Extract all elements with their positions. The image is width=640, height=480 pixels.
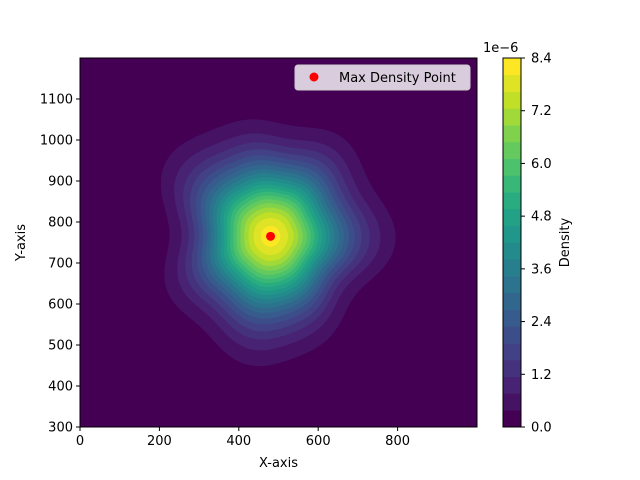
legend-box xyxy=(294,64,471,91)
colorbar-tick-label: 0.0 xyxy=(531,421,552,436)
y-axis-label: Y-axis xyxy=(14,224,29,262)
y-tick-label: 600 xyxy=(48,298,73,313)
y-tick-label: 300 xyxy=(48,421,73,436)
plot-frame xyxy=(79,57,478,428)
x-tick-label: 0 xyxy=(76,434,84,449)
colorbar-band-3 xyxy=(503,359,521,377)
colorbar-band-1 xyxy=(503,393,521,411)
y-tick-label: 500 xyxy=(48,339,73,354)
colorbar-band-7 xyxy=(503,292,521,310)
y-tick-label: 1000 xyxy=(40,134,73,149)
y-tick-label: 700 xyxy=(48,257,73,272)
colorbar-band-18 xyxy=(503,108,521,126)
colorbar-band-9 xyxy=(503,259,521,277)
colorbar-frame xyxy=(502,57,522,428)
colorbar-band-5 xyxy=(503,326,521,344)
colorbar-band-14 xyxy=(503,175,521,193)
colorbar-ticks: 0.0 1.2 2.4 3.6 4.8 6.0 7.2 8.4 xyxy=(521,52,552,436)
legend: Max Density Point xyxy=(294,64,471,91)
colorbar-band-21 xyxy=(503,58,521,76)
colorbar-band-10 xyxy=(503,242,521,260)
colorbar-band-20 xyxy=(503,74,521,92)
colorbar-band-13 xyxy=(503,192,521,210)
colorbar-band-11 xyxy=(503,225,521,243)
x-tick-label: 800 xyxy=(385,434,410,449)
y-axis-ticks: 300 400 500 600 700 800 900 1000 1100 xyxy=(40,93,80,436)
colorbar-tick-label: 6.0 xyxy=(531,157,552,172)
density-contours xyxy=(80,58,477,427)
colorbar-band-2 xyxy=(503,376,521,394)
y-tick-label: 900 xyxy=(48,175,73,190)
y-tick-label: 1100 xyxy=(40,93,73,108)
x-tick-label: 200 xyxy=(147,434,172,449)
colorbar-band-4 xyxy=(503,343,521,361)
colorbar-tick-label: 7.2 xyxy=(531,104,552,119)
colorbar-tick-label: 3.6 xyxy=(531,262,552,277)
colorbar-band-16 xyxy=(503,141,521,159)
y-tick-label: 400 xyxy=(48,380,73,395)
colorbar-band-19 xyxy=(503,91,521,109)
legend-entry-max-density: Max Density Point xyxy=(339,71,456,86)
x-axis-label: X-axis xyxy=(259,456,298,471)
colorbar-tick-label: 2.4 xyxy=(531,315,552,330)
colorbar-band-8 xyxy=(503,276,521,294)
colorbar-label: Density xyxy=(558,217,573,267)
y-tick-label: 800 xyxy=(48,216,73,231)
colorbar-band-15 xyxy=(503,158,521,176)
x-axis-ticks: 0 200 400 600 800 xyxy=(76,427,410,449)
colorbar-band-12 xyxy=(503,208,521,227)
x-tick-label: 400 xyxy=(226,434,251,449)
colorbar-band-6 xyxy=(503,309,521,327)
max-density-marker xyxy=(266,231,276,241)
colorbar-tick-label: 8.4 xyxy=(531,52,552,67)
legend-marker xyxy=(309,72,319,82)
colorbar-levels xyxy=(503,58,521,428)
colorbar-band-0 xyxy=(503,410,521,428)
colorbar-tick-label: 4.8 xyxy=(531,210,552,225)
x-tick-label: 600 xyxy=(306,434,331,449)
colorbar: 0.0 1.2 2.4 3.6 4.8 6.0 7.2 8.4 1e−6 Density xyxy=(483,41,573,436)
colorbar-band-17 xyxy=(503,125,521,143)
colorbar-tick-label: 1.2 xyxy=(531,368,552,383)
colorbar-offset-text: 1e−6 xyxy=(483,41,518,56)
plot-area xyxy=(79,57,478,428)
max-density-point xyxy=(266,231,276,241)
